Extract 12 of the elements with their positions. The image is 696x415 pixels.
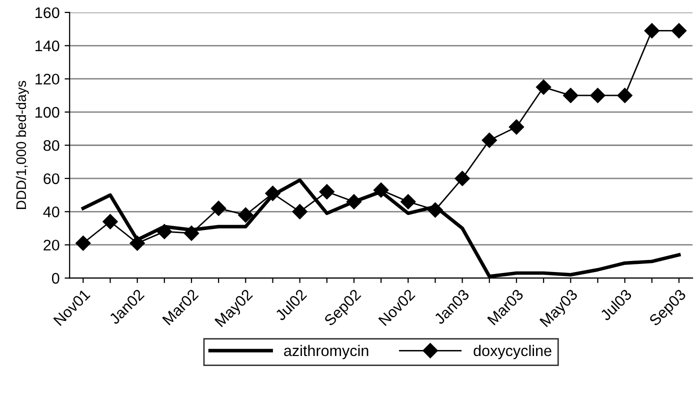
y-tick-label: 100: [36, 106, 60, 118]
y-tick-label: 160: [36, 7, 60, 18]
y-tick-label: 140: [36, 40, 60, 52]
y-tick-label: 60: [44, 173, 60, 184]
legend-label: azithromycin: [284, 344, 368, 360]
y-tick-label: 120: [36, 74, 60, 85]
y-tick-label: 80: [44, 140, 60, 151]
y-tick-label: 20: [44, 240, 60, 251]
y-tick-label: 0: [52, 272, 60, 284]
y-tick-label: 40: [43, 206, 60, 218]
y-axis-title: DDD/1,000 bed-days: [16, 80, 29, 209]
legend-label: doxycycline: [474, 344, 552, 360]
